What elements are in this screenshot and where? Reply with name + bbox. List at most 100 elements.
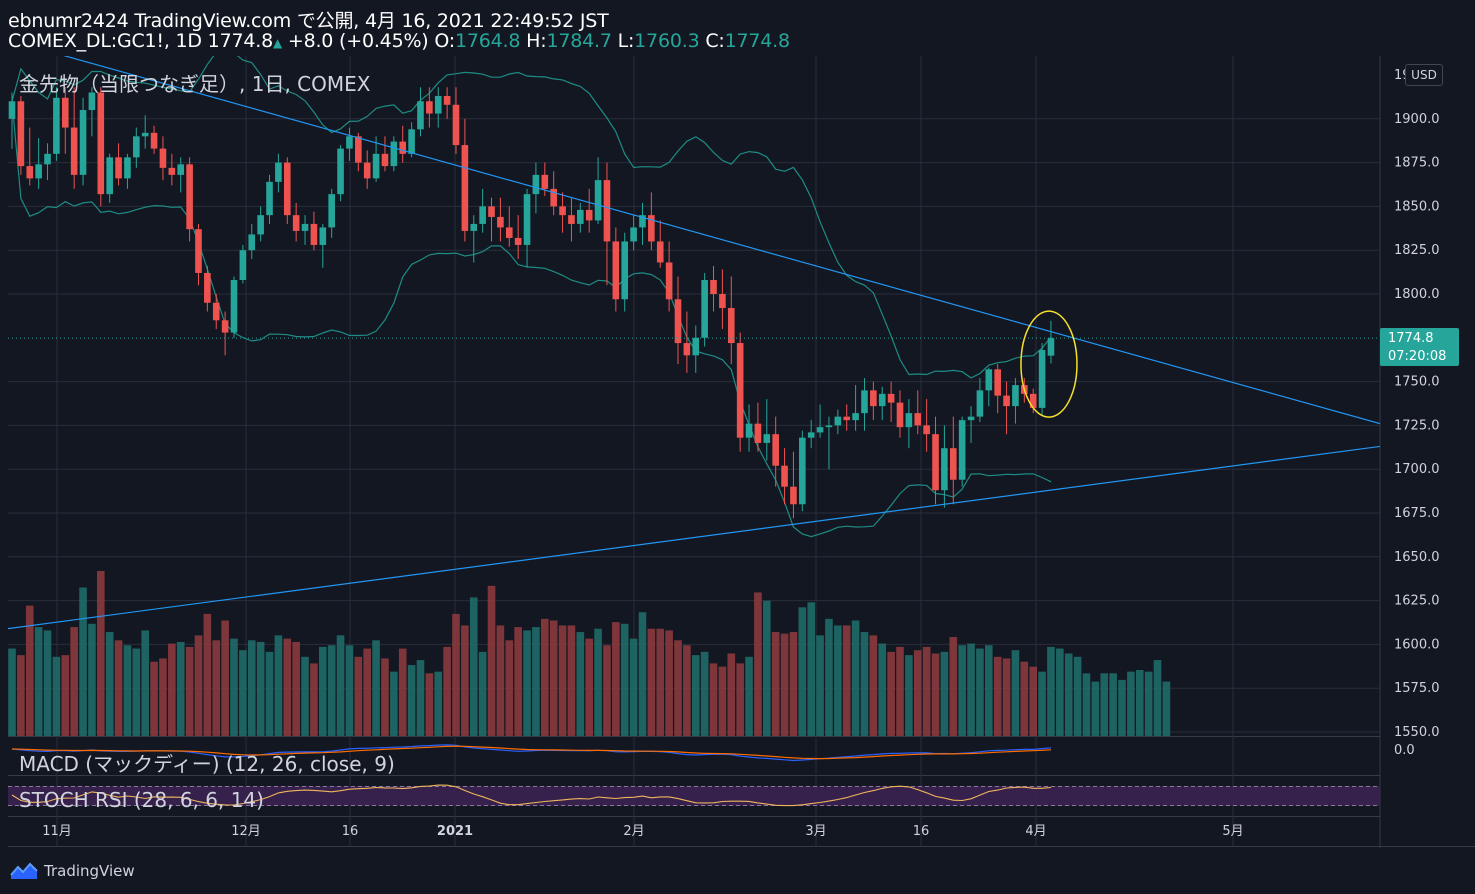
candle-body [976,390,984,417]
volume-bar [168,643,176,736]
volume-bar [967,643,975,736]
candle-body [692,337,700,356]
candle-body [994,369,1001,396]
candle-body [212,302,220,321]
volume-bar [878,643,887,736]
candle-body [257,215,264,235]
volume-bar [629,638,638,736]
low-value: 1760.3 [634,30,700,52]
x-tick-label: 4月 [1025,824,1046,839]
support-trendline [8,445,1380,630]
volume-bar [1091,681,1100,736]
candle-body [53,97,60,154]
candle-body [816,427,824,433]
candle-body [505,227,513,238]
candle-body [248,234,256,251]
volume-bar [1002,658,1011,736]
candle-body [648,215,655,242]
y-tick-label: 1725.0 [1394,418,1440,433]
candle-body [133,136,140,158]
volume-bar [265,651,274,736]
volume-bar [301,656,309,736]
volume-bar [469,597,478,736]
volume-bar [363,648,371,736]
candle-body [443,96,451,105]
x-tick-label: 2月 [623,824,644,839]
volume-bar [150,661,158,736]
volume-bar [958,645,966,736]
candle-body [603,180,611,242]
open-value: 1764.8 [455,30,521,52]
volume-bar [549,620,558,736]
series-title: 金先物（当限つなぎ足）, 1日, COMEX [19,72,371,96]
candle-body [532,174,540,195]
ohlc-legend: COMEX_DL:GC1!, 1D 1774.8▲ +8.0 (+0.45%) … [8,30,790,52]
candle-body [639,215,646,228]
y-tick-label: 1875.0 [1394,156,1440,171]
volume-bar [1029,666,1037,736]
volume-bar [931,653,940,736]
candle-body [807,432,815,438]
tradingview-logo[interactable]: TradingView [10,860,135,882]
volume-bar [594,628,602,736]
candle-body [115,157,122,179]
candle-body [541,174,549,189]
y-tick-label: 1625.0 [1394,594,1440,609]
y-tick-label: 1750.0 [1394,375,1440,390]
volume-bar [1073,656,1082,736]
volume-bar [834,625,842,736]
volume-bar [372,640,380,736]
volume-bar [61,655,70,736]
candle-body [44,153,51,165]
volume-bar [985,645,993,736]
candle-body [8,101,16,119]
volume-bar [230,638,238,736]
currency-badge[interactable]: USD [1405,64,1443,86]
macd-legend[interactable]: MACD (マックディー) (12, 26, close, 9) [19,752,395,776]
bar-countdown: 07:20:08 [1388,349,1447,364]
tradingview-logo-icon [10,862,38,879]
candle-body [141,132,149,137]
volume-bar [558,625,567,736]
candle-body [905,413,913,428]
volume-bar [523,630,531,736]
candle-body [363,162,371,179]
volume-bar [185,646,194,736]
volume-bar [487,585,496,736]
volume-bar [940,651,949,736]
stoch-rsi-legend[interactable]: STOCH RSI (28, 6, 6, 14) [19,788,264,812]
volume-bar [816,635,824,736]
candle-body [150,132,158,149]
candle-body [568,215,575,224]
resistance-trendline [63,56,1380,425]
volume-bar [887,651,895,736]
candle-body [710,279,717,294]
change-value: +8.0 (+0.45%) [287,30,429,52]
volume-bar [949,637,958,736]
up-arrow-icon: ▲ [272,36,282,50]
candle-body [887,393,895,403]
stoch-rsi-line [11,784,1052,807]
volume-bar [25,605,34,736]
volume-bar [1082,673,1091,736]
volume-bar [665,630,673,736]
volume-bar [221,620,229,736]
volume-bar [70,627,78,736]
candle-body [958,420,966,480]
highlight-ellipse [1020,310,1078,418]
candle-body [346,136,353,149]
volume-bar [736,663,744,736]
candle-body [1012,385,1019,407]
volume-bar [825,618,833,736]
candle-body [26,166,34,179]
volume-bar [896,646,904,736]
volume-bar [771,632,780,736]
candle-body [932,434,939,491]
volume-bar [176,641,185,736]
candle-body [230,279,238,333]
symbol-label[interactable]: COMEX_DL:GC1!, 1D 1774.8 [8,30,273,52]
candle-body [461,145,469,231]
candle-body [283,162,291,216]
